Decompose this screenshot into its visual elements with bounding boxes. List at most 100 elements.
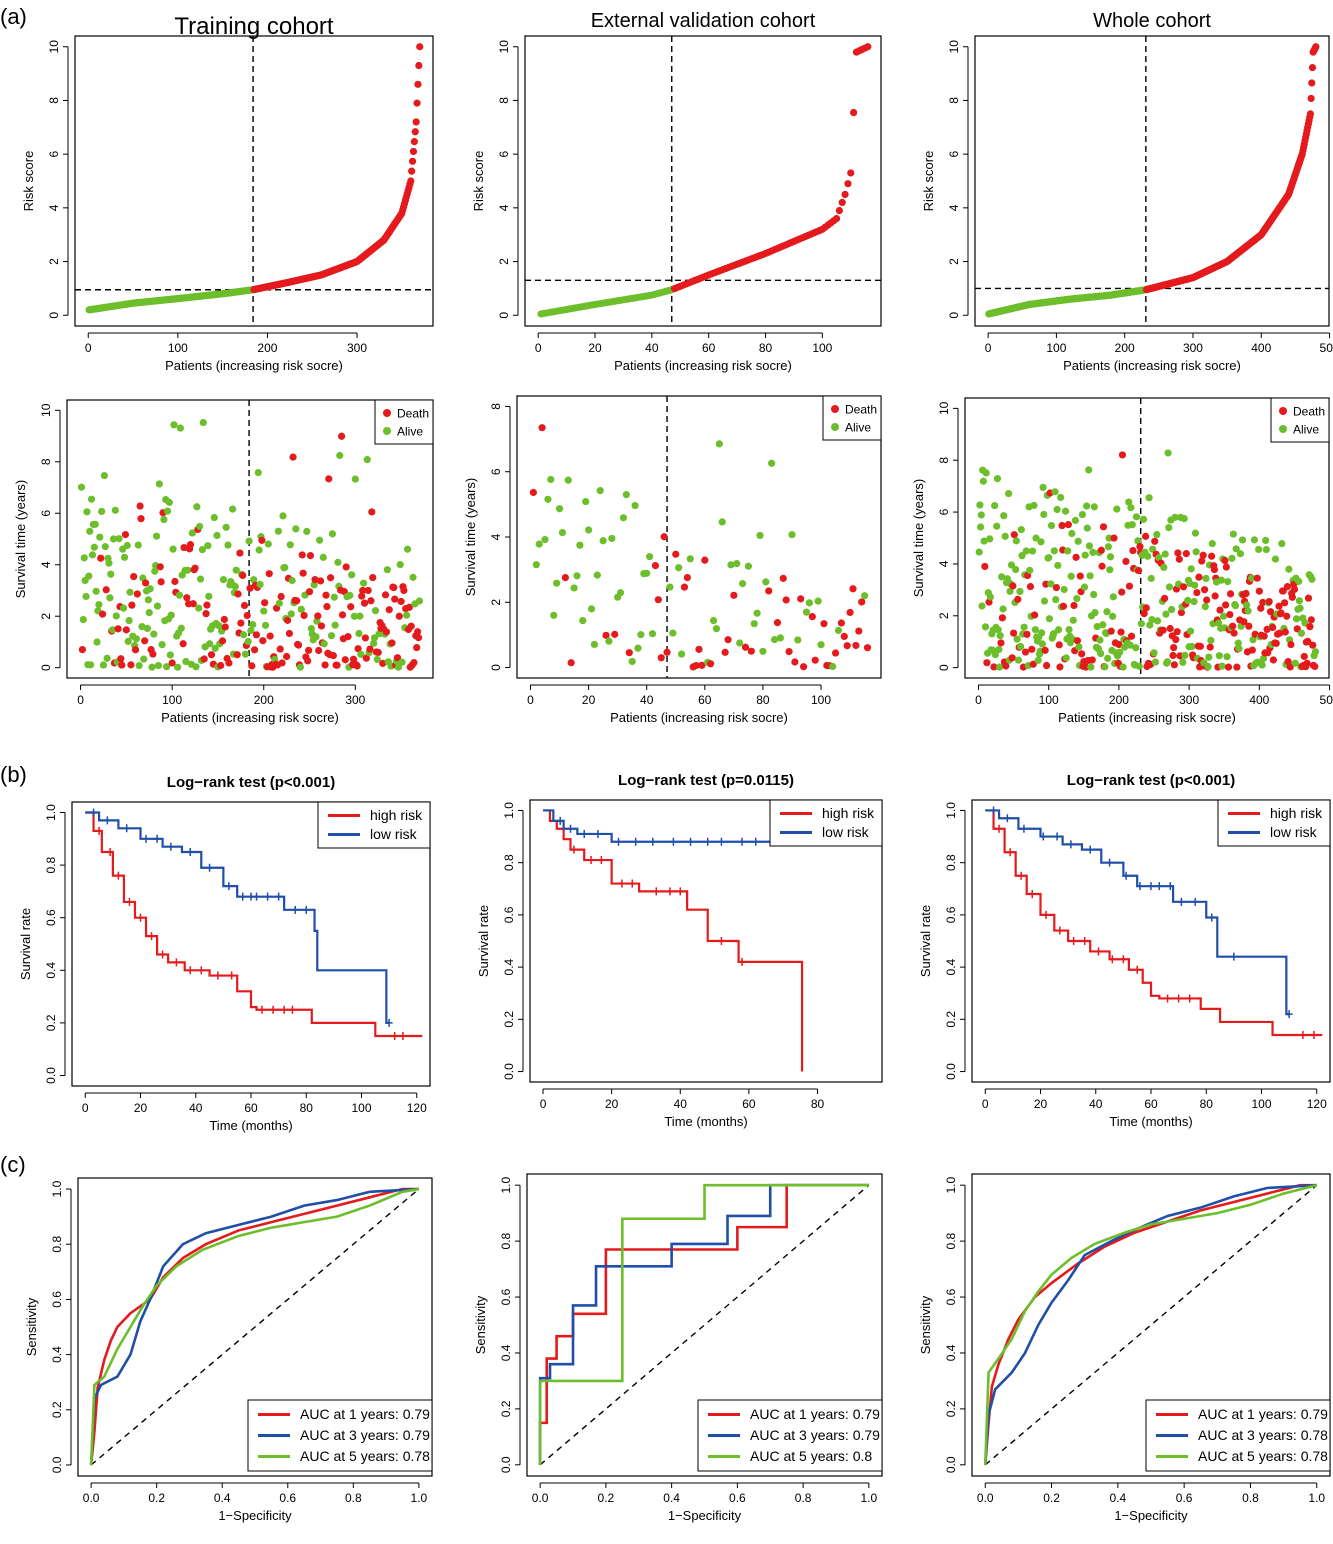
survival-point	[396, 560, 404, 569]
risk-point	[412, 118, 420, 126]
roc-curve	[89, 1187, 419, 1466]
survival-point	[1054, 561, 1062, 570]
survival-point	[112, 612, 120, 620]
column-title: Whole cohort	[1093, 10, 1211, 32]
survival-point	[213, 531, 221, 540]
survival-point	[776, 634, 784, 642]
survival-point	[1045, 615, 1053, 623]
x-axis-label: Time (months)	[1109, 1114, 1192, 1129]
survival-point	[374, 648, 382, 657]
survival-point	[1224, 578, 1232, 586]
survival-point	[1115, 640, 1123, 649]
x-tick-label: 0.4	[663, 1491, 680, 1505]
survival-point	[1029, 660, 1037, 668]
survival-point	[170, 421, 178, 429]
survival-point	[247, 626, 255, 635]
chart-title: Log−rank test (p<0.001)	[167, 774, 335, 791]
risk-point	[844, 180, 852, 188]
survival-point	[773, 619, 782, 627]
survival-point	[1155, 554, 1163, 562]
survival-point	[1093, 622, 1101, 631]
survival-point	[1191, 529, 1200, 537]
x-tick-label: 0.6	[729, 1491, 746, 1505]
survival-point	[317, 622, 326, 630]
survival-point	[355, 629, 363, 638]
survival-point	[1190, 597, 1198, 606]
survival-point	[390, 583, 398, 592]
survival-point	[579, 616, 587, 625]
survival-point	[1193, 588, 1201, 597]
survival-point	[1160, 594, 1169, 602]
survival-point	[410, 658, 418, 667]
survival-point	[275, 599, 283, 607]
survival-point	[982, 469, 990, 477]
survival-point	[388, 639, 396, 647]
survival-point	[155, 480, 163, 488]
censor-mark	[1310, 1031, 1318, 1039]
survival-point	[1109, 593, 1117, 601]
survival-point	[1118, 451, 1127, 459]
survival-point	[582, 497, 590, 506]
survival-point	[861, 592, 869, 600]
x-axis-label: 1−Specificity	[218, 1508, 292, 1523]
survival-point	[976, 501, 984, 509]
x-tick-label: 40	[1089, 1097, 1103, 1111]
censor-mark	[148, 932, 156, 941]
x-axis-label: Patients (increasing risk socre)	[165, 358, 343, 373]
survival-point	[1311, 648, 1320, 656]
survival-point	[79, 616, 87, 624]
censor-mark	[1070, 937, 1078, 945]
survival-point	[285, 629, 293, 638]
survival-point	[336, 451, 344, 460]
survival-point	[403, 545, 412, 553]
censor-mark	[1056, 926, 1064, 935]
y-tick-label: 8	[47, 97, 61, 104]
censor-mark	[275, 892, 283, 901]
censor-mark	[90, 808, 98, 817]
survival-point	[625, 649, 633, 657]
x-axis-label: Patients (increasing risk socre)	[1058, 710, 1236, 725]
survival-point	[294, 641, 303, 649]
censor-mark	[1136, 882, 1144, 891]
roc-curve	[89, 1187, 419, 1466]
y-tick-label: 0	[947, 312, 961, 319]
survival-point	[765, 587, 773, 595]
censor-mark	[1106, 858, 1114, 867]
survival-point	[369, 573, 377, 582]
survival-point	[802, 608, 811, 616]
x-tick-label: 60	[1144, 1097, 1158, 1111]
survival-point	[1013, 635, 1021, 643]
survival-point	[553, 579, 561, 587]
survival-point	[753, 609, 761, 617]
survival-point	[576, 541, 584, 549]
x-tick-label: 500	[1320, 341, 1333, 355]
censor-mark	[1020, 824, 1028, 833]
survival-point	[276, 645, 284, 653]
survival-point	[287, 610, 295, 618]
survival-point	[347, 603, 355, 611]
survival-point	[1132, 644, 1140, 652]
survival-point	[99, 661, 108, 669]
censor-mark	[280, 1005, 288, 1014]
survival-point	[249, 620, 257, 629]
survival-point	[1296, 604, 1304, 612]
plot-frame	[964, 397, 1330, 679]
y-tick-label: 10	[47, 40, 61, 54]
survival-point	[1073, 594, 1081, 603]
survival-point	[288, 576, 296, 585]
survival-point	[1191, 581, 1199, 589]
survival-point	[138, 622, 146, 631]
x-tick-label: 1.0	[411, 1491, 428, 1505]
survival-point	[1142, 604, 1150, 612]
survival-point	[259, 637, 267, 645]
y-tick-label: 0.0	[502, 1063, 516, 1080]
survival-point	[85, 572, 93, 580]
survival-point	[1091, 608, 1099, 617]
censor-mark	[990, 806, 998, 815]
survival-point	[1165, 524, 1173, 532]
survival-point	[1164, 449, 1172, 457]
y-axis-label: Sensitivity	[918, 1295, 933, 1354]
survival-point	[303, 527, 311, 536]
survival-point	[217, 661, 225, 670]
survival-point	[593, 571, 601, 579]
